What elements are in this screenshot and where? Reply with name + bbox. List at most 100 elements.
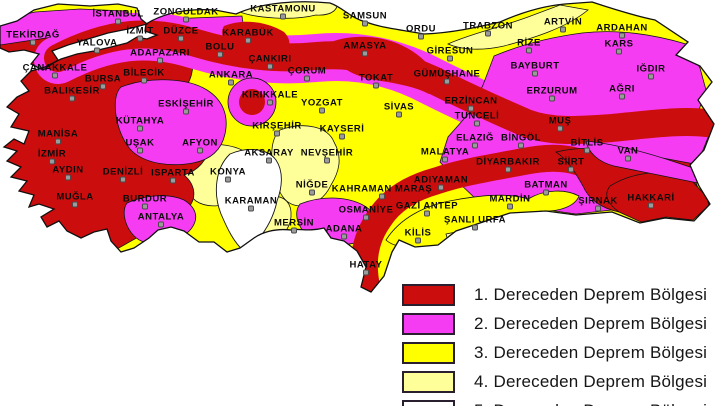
city-label: YOZGAT	[301, 98, 343, 109]
city-label: AMASYA	[343, 41, 386, 52]
city-dot	[485, 30, 491, 37]
city-label: ARTVİN	[544, 17, 582, 28]
city-label: SAMSUN	[343, 11, 387, 22]
city-label: MALATYA	[421, 147, 469, 158]
city-dot	[197, 147, 203, 154]
city-dot	[526, 47, 532, 54]
city-dot	[373, 82, 379, 89]
city-dot	[363, 214, 369, 221]
city-label: ARDAHAN	[596, 23, 648, 34]
city-dot	[424, 210, 430, 217]
city-label: DENİZLİ	[103, 167, 143, 178]
city-dot	[363, 269, 369, 276]
city-dot	[158, 221, 164, 228]
city-label: DİYARBAKIR	[476, 157, 540, 168]
zone1-southeast-fault-band	[350, 144, 593, 293]
city-label: GÜMÜŞHANE	[414, 69, 481, 80]
city-label: ÇORUM	[288, 66, 326, 77]
city-dot	[304, 75, 310, 82]
city-label: AĞRI	[609, 83, 635, 95]
city-label: ŞANLI URFA	[444, 215, 506, 226]
city-dot	[362, 20, 368, 27]
city-label: KIRIKKALE	[242, 90, 298, 101]
city-label: KASTAMONU	[250, 4, 316, 15]
zone1-amasya-bulge	[331, 36, 440, 94]
city-label: AFYON	[182, 138, 218, 149]
city-label: BİLECİK	[123, 68, 165, 79]
city-dot	[625, 155, 631, 162]
city-dot	[266, 157, 272, 164]
zone4-urfa-south-strip	[445, 229, 519, 249]
city-dot	[65, 174, 71, 181]
city-label: KAYSERİ	[320, 124, 365, 135]
city-dot	[225, 176, 231, 183]
city-dot	[141, 77, 147, 84]
city-dot	[557, 125, 563, 132]
city-label: BİNGÖL	[501, 133, 541, 144]
legend-row-zone-4: 4. Dereceden Deprem Bölgesi	[402, 371, 707, 393]
city-label: MANİSA	[38, 129, 78, 140]
city-label: VAN	[618, 146, 639, 157]
city-label: KARS	[605, 39, 634, 50]
city-label: ÇANAKKALE	[23, 63, 88, 74]
city-dot	[69, 95, 75, 102]
city-dot	[100, 83, 106, 90]
city-label: IĞDIR	[637, 63, 666, 75]
zone1-kirikkale-core	[239, 89, 265, 115]
legend-swatch-zone-3	[402, 342, 455, 364]
city-dot	[30, 39, 36, 46]
city-label: OSMANİYE	[339, 205, 394, 216]
city-dot	[518, 142, 524, 149]
city-label: ADAPAZARI	[130, 48, 190, 59]
city-label: ADANA	[326, 224, 363, 235]
city-dot	[267, 63, 273, 70]
city-dot	[341, 233, 347, 240]
city-dot	[324, 157, 330, 164]
city-dots-layer	[30, 13, 654, 276]
city-dot	[339, 133, 345, 140]
city-label: KİLİS	[405, 228, 432, 239]
city-label: TUNCELİ	[455, 111, 500, 122]
city-dot	[178, 35, 184, 42]
city-label: NEVŞEHİR	[301, 148, 354, 159]
city-dot	[444, 78, 450, 85]
city-labels-layer: İSTANBUL ZONGULDAK KASTAMONU SAMSUN ORDU TRAB…	[6, 4, 674, 271]
city-dot	[362, 50, 368, 57]
legend-swatch-zone-5	[402, 400, 455, 406]
city-dot	[415, 237, 421, 244]
thrace-coastline	[0, 3, 149, 71]
city-dot	[379, 193, 385, 200]
legend-label-zone-5: 5. Dereceden Deprem Bölgesi	[474, 401, 707, 406]
city-dot	[648, 73, 654, 80]
city-label: RİZE	[517, 38, 541, 49]
city-dot	[438, 184, 444, 191]
legend-row-zone-1: 1. Dereceden Deprem Bölgesi	[402, 284, 707, 306]
city-label: İSTANBUL	[92, 9, 143, 20]
city-dot	[549, 95, 555, 102]
city-dot	[472, 142, 478, 149]
city-label: KARAMAN	[225, 196, 278, 207]
city-dot	[532, 70, 538, 77]
city-label: SİVAS	[384, 102, 414, 113]
city-dot	[568, 166, 574, 173]
city-label: BURSA	[85, 74, 121, 85]
city-dot	[507, 203, 513, 210]
city-dot	[183, 16, 189, 23]
city-dot	[396, 111, 402, 118]
city-label: ADIYAMAN	[414, 175, 468, 186]
legend-row-zone-5: 5. Dereceden Deprem Bölgesi	[402, 400, 707, 406]
city-dot	[52, 72, 58, 79]
city-label: ANTALYA	[138, 212, 184, 223]
city-dot	[183, 108, 189, 115]
city-dot	[619, 93, 625, 100]
city-label: TOKAT	[359, 73, 393, 84]
city-dot	[560, 26, 566, 33]
city-label: İZMİT	[126, 26, 153, 37]
city-dot	[584, 147, 590, 154]
city-dot	[157, 57, 163, 64]
city-dot	[228, 79, 234, 86]
city-label: BAYBURT	[510, 61, 559, 72]
city-label: ORDU	[406, 24, 436, 35]
city-dot	[468, 105, 474, 112]
